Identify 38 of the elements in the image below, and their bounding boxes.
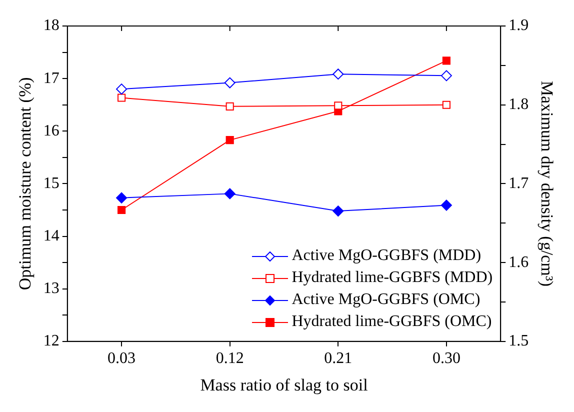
legend-label: Active MgO-GGBFS (MDD) [292,246,482,266]
y2-tick-label: 1.9 [508,17,529,34]
y-tick-label: 13 [43,280,60,298]
y-tick-label: 15 [43,174,60,192]
legend-label: Hydrated lime-GGBFS (MDD) [292,268,493,288]
x-tick-label: 0.03 [108,350,136,368]
legend-label: Hydrated lime-GGBFS (OMC) [292,312,492,332]
y2-tick-label: 1.5 [508,332,529,350]
point [440,200,452,211]
y-tick-label: 18 [43,17,60,34]
point [442,56,450,65]
point [440,70,452,82]
point [224,188,236,200]
y-tick-label: 16 [43,122,60,140]
legend-label: Active MgO-GGBFS (OMC) [292,290,480,310]
point [224,77,236,88]
point [118,94,126,102]
point [118,206,126,214]
x-tick-label: 0.30 [432,350,460,368]
y-tick-label: 17 [43,70,60,87]
point [116,192,128,204]
x-axis-title: Mass ratio of slag to soil [200,375,368,394]
y-axis-title: Optimum moisture content (%) [16,77,35,290]
y2-tick-label: 1.7 [508,174,529,192]
point [226,136,234,144]
y-tick-label: 12 [43,332,60,350]
x-tick-label: 0.12 [216,350,244,368]
y2-tick-label: 1.6 [508,254,529,271]
y2-axis-title: Maximum dry density (g/cm³) [537,80,556,287]
y-tick-label: 14 [43,227,60,244]
point [116,84,128,95]
point [226,102,234,110]
point [334,102,342,110]
point [332,206,344,217]
y2-tick-label: 1.8 [508,96,529,114]
x-tick-label: 0.21 [324,350,352,368]
point [332,68,344,80]
point [442,100,450,109]
